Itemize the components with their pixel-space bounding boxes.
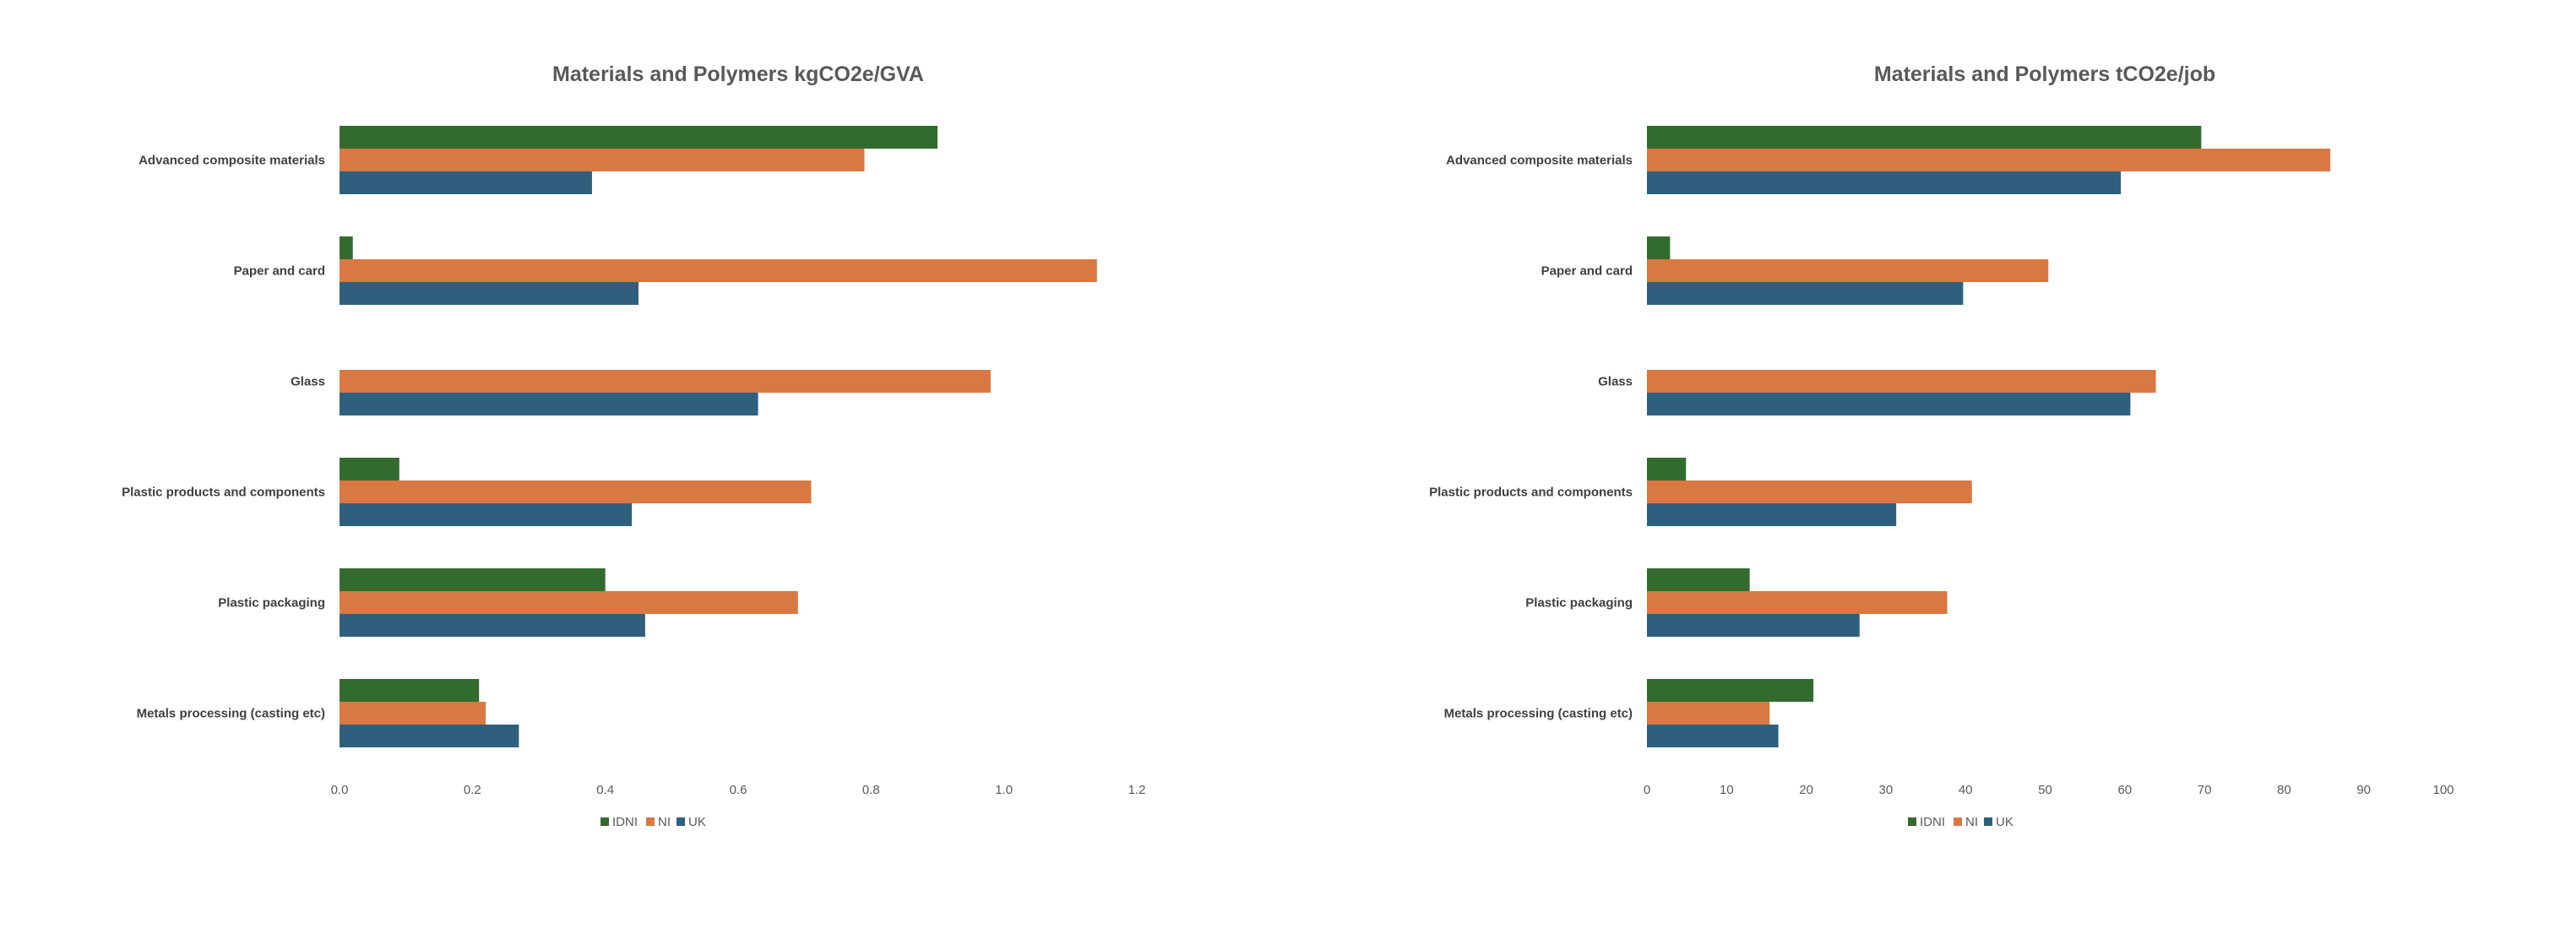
x-tick-label: 20: [1799, 783, 1813, 797]
bar-uk: [340, 282, 639, 305]
x-tick-label: 0.0: [331, 783, 349, 797]
legend-swatch-uk: [677, 817, 685, 826]
legend-swatch-ni: [646, 817, 655, 826]
x-tick-label: 0.4: [596, 783, 614, 797]
legend-label: IDNI: [1920, 815, 1945, 829]
x-tick-label: 0.2: [464, 783, 481, 797]
legend-label: IDNI: [612, 815, 638, 829]
x-tick-label: 60: [2117, 783, 2132, 797]
category-label: Plastic products and components: [1429, 486, 1633, 500]
legend-label: UK: [1996, 815, 2014, 829]
bar-uk: [1647, 503, 1897, 526]
bar-uk: [1647, 614, 1860, 637]
bar-uk: [340, 503, 633, 526]
category-label: Glass: [291, 375, 325, 389]
category-label: Metals processing (casting etc): [1444, 707, 1633, 721]
x-tick-label: 30: [1879, 783, 1894, 797]
x-tick-label: 40: [1959, 783, 1973, 797]
x-tick-label: 1.0: [995, 783, 1013, 797]
bar-idni: [340, 679, 480, 702]
legend-swatch-idni: [1908, 817, 1916, 826]
bar-ni: [1647, 591, 1948, 614]
x-tick-label: 50: [2038, 783, 2052, 797]
category-label: Metals processing (casting etc): [137, 707, 325, 721]
bar-ni: [340, 370, 991, 393]
bar-idni: [1647, 679, 1814, 702]
legend: IDNI NI UK: [601, 815, 706, 829]
bar-idni: [1647, 458, 1687, 481]
x-tick-label: 10: [1720, 783, 1734, 797]
category-label: Plastic packaging: [1525, 596, 1633, 611]
chart-kgco2e-gva: Materials and Polymers kgCO2e/GVA Advanc…: [122, 62, 1145, 829]
category-label: Paper and card: [1541, 264, 1633, 279]
bar-uk: [1647, 393, 2131, 415]
category-label: Advanced composite materials: [139, 154, 325, 168]
legend-label: UK: [688, 815, 706, 829]
bar-ni: [1647, 149, 2331, 171]
x-tick-label: 70: [2198, 783, 2212, 797]
x-tick-label: 0.6: [730, 783, 747, 797]
bar-ni: [340, 591, 798, 614]
bar-uk: [1647, 171, 2122, 194]
bar-uk: [340, 614, 645, 637]
bar-ni: [340, 702, 486, 725]
bar-idni: [340, 458, 399, 481]
bar-idni: [340, 568, 606, 591]
bar-ni: [1647, 702, 1770, 725]
chart-title: Materials and Polymers kgCO2e/GVA: [552, 62, 924, 86]
bar-ni: [340, 149, 865, 171]
chart-title: Materials and Polymers tCO2e/job: [1874, 62, 2215, 86]
category-label: Glass: [1598, 375, 1633, 389]
category-label: Paper and card: [234, 264, 325, 279]
bar-uk: [1647, 282, 1964, 305]
bar-uk: [340, 725, 519, 747]
chart-tco2e-job: Materials and Polymers tCO2e/job Advance…: [1429, 62, 2454, 829]
legend-label: NI: [1965, 815, 1978, 829]
bar-ni: [340, 259, 1097, 282]
category-label: Plastic products and components: [122, 486, 325, 500]
bar-idni: [340, 236, 353, 259]
x-tick-label: 0.8: [862, 783, 880, 797]
legend: IDNI NI UK: [1908, 815, 2014, 829]
bar-ni: [1647, 481, 1972, 503]
bar-uk: [340, 393, 758, 415]
bar-idni: [1647, 236, 1671, 259]
category-label: Plastic packaging: [218, 596, 325, 611]
bar-idni: [1647, 568, 1750, 591]
bar-idni: [340, 126, 937, 149]
x-tick-label: 0: [1644, 783, 1650, 797]
legend-label: NI: [658, 815, 671, 829]
bar-idni: [1647, 126, 2202, 149]
bar-uk: [1647, 725, 1779, 747]
bar-ni: [340, 481, 812, 503]
x-tick-label: 100: [2432, 783, 2454, 797]
x-tick-label: 80: [2277, 783, 2291, 797]
legend-swatch-idni: [601, 817, 609, 826]
x-tick-label: 1.2: [1128, 783, 1146, 797]
bar-uk: [340, 171, 592, 194]
bar-ni: [1647, 370, 2156, 393]
legend-swatch-ni: [1954, 817, 1962, 826]
bar-ni: [1647, 259, 2049, 282]
category-label: Advanced composite materials: [1446, 154, 1633, 168]
x-tick-label: 90: [2356, 783, 2371, 797]
legend-swatch-uk: [1984, 817, 1992, 826]
